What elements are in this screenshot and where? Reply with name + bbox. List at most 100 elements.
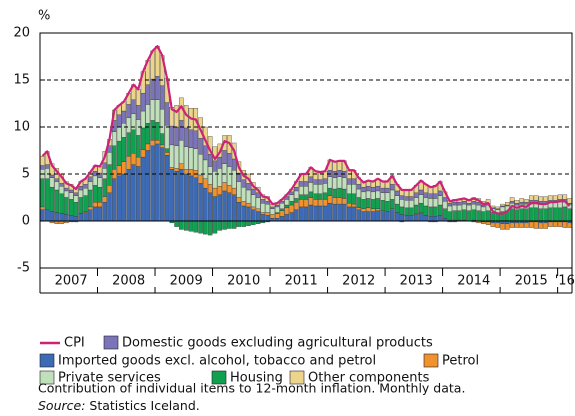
bar-segment (552, 221, 558, 227)
bar-segment (107, 164, 112, 186)
bar-segment (203, 187, 208, 222)
bar-segment (40, 209, 45, 222)
bar-segment (519, 222, 524, 228)
bar-segment (270, 206, 275, 209)
bar-segment (548, 207, 553, 222)
bar-segment (346, 178, 352, 185)
bar-segment (241, 179, 246, 188)
bar-segment (346, 193, 352, 204)
bar-segment (131, 129, 136, 154)
bar-segment (533, 200, 539, 203)
bar-segment (140, 149, 146, 158)
bar-segment (385, 211, 390, 222)
bar-segment (567, 222, 572, 228)
bar-segment (303, 173, 309, 182)
bar-segment (78, 197, 84, 214)
bar-segment (135, 166, 141, 222)
x-tick-label: 2013 (400, 274, 433, 289)
bar-segment (524, 199, 529, 203)
bar-segment (528, 221, 534, 228)
bar-segment (308, 176, 314, 183)
bar-segment (121, 110, 127, 124)
bar-segment (514, 200, 520, 204)
bar-segment (246, 206, 251, 222)
bar-segment (442, 201, 448, 209)
bar-segment (548, 221, 553, 227)
bar-segment (207, 166, 213, 185)
bar-segment (236, 202, 242, 222)
bar-segment (116, 114, 122, 128)
bar-segment (389, 209, 395, 222)
bar-segment (337, 176, 342, 189)
bar-segment (112, 178, 117, 222)
bar-segment (231, 194, 237, 222)
bar-segment (509, 208, 515, 222)
bar-segment (126, 155, 131, 170)
bar-segment (222, 190, 227, 222)
bar-segment (40, 206, 45, 210)
bar-segment (562, 206, 568, 222)
bar-segment (433, 198, 438, 208)
bar-segment (404, 207, 409, 216)
bar-segment (251, 206, 256, 210)
bar-segment (198, 154, 203, 176)
bar-segment (538, 222, 544, 229)
bar-segment (519, 198, 524, 203)
bar-segment (308, 191, 314, 198)
bar-segment (346, 206, 352, 222)
bar-segment (298, 199, 304, 208)
bar-segment (150, 145, 155, 222)
bar-segment (500, 203, 505, 207)
legend-label: Other components (308, 371, 430, 386)
bar-segment (164, 102, 170, 126)
bar-segment (83, 184, 88, 189)
bar-segment (169, 144, 175, 168)
bar-segment (318, 184, 323, 194)
bar-segment (102, 162, 107, 169)
bar-segment (437, 215, 443, 222)
bar-segment (246, 202, 251, 208)
bar-segment (418, 189, 424, 195)
bar-segment (78, 189, 84, 198)
bar-segment (399, 199, 405, 208)
bar-segment (375, 210, 381, 222)
bar-segment (289, 212, 294, 222)
source-label: Source: (38, 398, 85, 413)
bar-segment (217, 186, 223, 195)
bar-segment (409, 196, 414, 201)
bar-segment (49, 177, 55, 188)
bar-segment (188, 129, 194, 148)
bar-segment (207, 192, 213, 222)
bar-segment (265, 203, 270, 213)
bar-segment (423, 197, 429, 207)
bar-segment (265, 215, 270, 222)
bar-segment (102, 202, 107, 222)
bar-segment (298, 186, 304, 195)
bar-segment (389, 199, 395, 209)
bar-segment (471, 201, 477, 205)
legend-swatch (423, 353, 439, 368)
x-tick-label: 2009 (170, 274, 203, 289)
bar-segment (135, 156, 141, 167)
bar-segment (159, 85, 165, 110)
bar-segment (361, 199, 366, 209)
bar-segment (64, 197, 69, 215)
bar-segment (404, 215, 409, 222)
bar-segment (44, 178, 50, 210)
bar-segment (356, 209, 361, 222)
bar-segment (155, 143, 160, 222)
bar-segment (370, 191, 376, 200)
bar-segment (318, 205, 323, 222)
bar-segment (361, 208, 366, 212)
bar-segment (236, 197, 242, 203)
bar-segment (169, 167, 175, 170)
bar-segment (375, 198, 381, 209)
bar-segment (231, 158, 237, 171)
bar-segment (217, 220, 223, 231)
bar-segment (174, 220, 179, 227)
bar-segment (543, 222, 548, 229)
bar-segment (385, 187, 390, 193)
bar-segment (337, 197, 342, 205)
bar-segment (183, 220, 189, 231)
